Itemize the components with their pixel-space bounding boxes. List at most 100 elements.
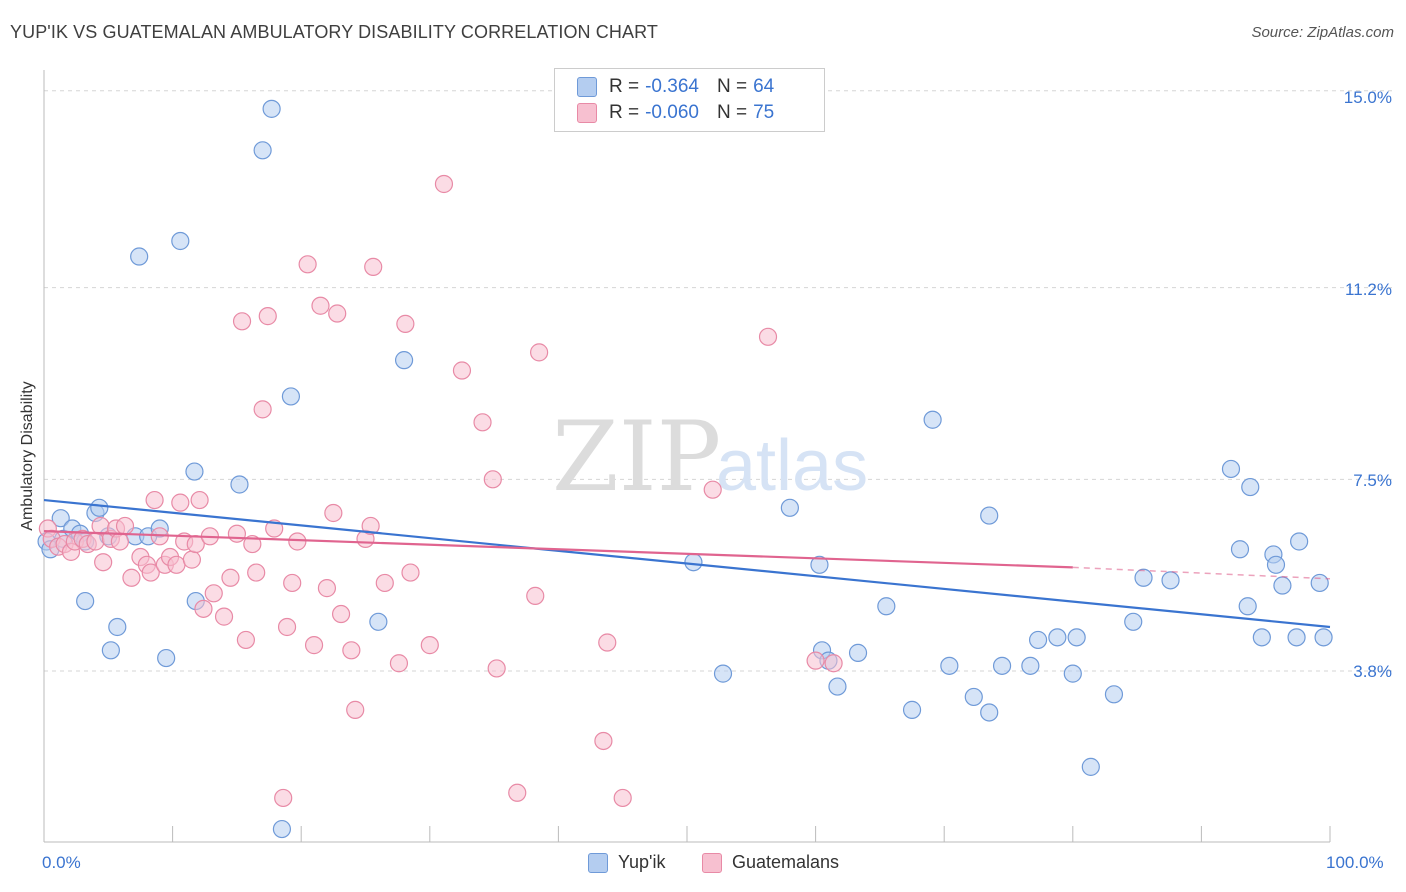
yupik-point xyxy=(394,351,414,370)
guatemalans-point xyxy=(311,296,330,315)
y-tick-label: 11.2% xyxy=(1345,280,1392,299)
y-tick-label: 7.5% xyxy=(1353,471,1392,490)
yupik-point xyxy=(369,612,388,631)
yupik-point xyxy=(1238,597,1257,616)
legend-r-value: -0.060 xyxy=(645,102,699,123)
guatemalans-point xyxy=(342,641,361,660)
guatemalans-point xyxy=(487,659,506,678)
guatemalans-point xyxy=(434,174,454,194)
yupik-point xyxy=(108,617,127,637)
yupik-point xyxy=(1028,630,1048,650)
y-tick-label: 15.0% xyxy=(1343,88,1392,107)
guatemalans-point xyxy=(483,470,502,489)
yupik-point xyxy=(877,597,896,616)
guatemalans-point xyxy=(304,636,324,655)
yupik-point xyxy=(1124,612,1143,631)
yupik-point xyxy=(1067,628,1086,647)
yupik-point xyxy=(923,410,942,429)
yupik-point xyxy=(940,656,959,675)
yupik-swatch xyxy=(588,852,608,873)
yupik-point xyxy=(1230,540,1250,559)
yupik-trend-line xyxy=(43,498,1331,629)
guatemalans-point xyxy=(613,788,632,808)
x-tick-label-min: 0.0% xyxy=(42,853,81,872)
yupik-point xyxy=(1273,576,1292,595)
guatemalans-point xyxy=(145,490,164,510)
guatemalans-point xyxy=(396,314,415,333)
guatemalans-swatch xyxy=(577,103,597,123)
guatemalans-point xyxy=(346,700,365,719)
guatemalans-trend-extension xyxy=(1072,566,1331,580)
guatemalans-point xyxy=(283,573,302,593)
guatemalans-point xyxy=(328,304,347,323)
guatemalans-point xyxy=(317,579,337,598)
yupik-point xyxy=(828,677,847,696)
guatemalans-point xyxy=(243,534,262,554)
legend-n-value: 64 xyxy=(753,76,775,97)
guatemalans-point xyxy=(171,493,190,512)
guatemalans-point xyxy=(141,563,160,582)
guatemalans-point xyxy=(758,327,778,346)
bottom-legend-yupik: Yup'ik xyxy=(588,852,665,873)
yupik-point xyxy=(848,643,868,662)
yupik-point xyxy=(1161,571,1180,590)
yupik-point xyxy=(76,591,95,611)
guatemalans-point xyxy=(190,490,209,510)
yupik-point xyxy=(780,498,799,517)
guatemalans-point xyxy=(236,630,256,650)
legend-n-label: N = xyxy=(716,76,748,97)
guatemalans-point xyxy=(530,343,549,362)
legend-r-label: R = xyxy=(609,76,640,97)
guatemalans-point xyxy=(110,532,129,551)
yupik-point xyxy=(1221,459,1241,479)
yupik-point xyxy=(1310,573,1329,593)
yupik-point xyxy=(902,700,922,719)
legend-r-value: -0.364 xyxy=(645,76,699,97)
guatemalans-point xyxy=(227,524,246,543)
legend-row-guatemalans: R = -0.060 N = 75 xyxy=(577,101,774,125)
guatemalans-point xyxy=(258,307,277,326)
yupik-point xyxy=(810,555,829,574)
yupik-point xyxy=(130,247,149,266)
yupik-point xyxy=(101,641,120,660)
bottom-legend-guatemalans-label: Guatemalans xyxy=(732,852,840,872)
guatemalans-point xyxy=(86,532,105,551)
guatemalans-point xyxy=(247,563,266,582)
guatemalans-point xyxy=(232,312,252,331)
yupik-point xyxy=(1063,664,1082,683)
yupik-point xyxy=(262,99,281,118)
watermark-atlas: atlas xyxy=(716,426,868,506)
guatemalans-swatch xyxy=(702,852,722,873)
guatemalans-trend-line xyxy=(43,530,1073,569)
yupik-point xyxy=(171,231,190,251)
yupik-point xyxy=(713,664,733,683)
guatemalans-point xyxy=(420,636,439,655)
yupik-point xyxy=(1104,685,1124,704)
guatemalans-point xyxy=(167,555,186,574)
legend-row-yupik: R = -0.364 N = 64 xyxy=(577,75,774,99)
guatemalans-point xyxy=(452,361,472,380)
yupik-point xyxy=(684,553,703,572)
yupik-swatch xyxy=(577,77,597,97)
yupik-point xyxy=(90,498,109,517)
chart-title: YUP'IK VS GUATEMALAN AMBULATORY DISABILI… xyxy=(10,22,658,42)
guatemalans-point xyxy=(526,586,545,605)
guatemalans-point xyxy=(361,516,380,536)
guatemalans-point xyxy=(194,599,213,618)
yupik-point xyxy=(992,656,1012,675)
guatemalans-point xyxy=(375,573,394,593)
guatemalans-point xyxy=(182,550,201,569)
guatemalans-point xyxy=(824,654,843,673)
source-label: Source: ZipAtlas.com xyxy=(1251,24,1394,41)
yupik-point xyxy=(1241,477,1260,497)
legend-r-label: R = xyxy=(609,102,640,123)
guatemalans-point xyxy=(204,584,223,603)
bottom-legend-yupik-label: Yup'ik xyxy=(618,852,666,872)
guatemalans-point xyxy=(703,480,722,499)
yupik-point xyxy=(1021,656,1040,675)
guatemalans-point xyxy=(473,413,492,432)
y-tick-label: 3.8% xyxy=(1353,662,1392,681)
guatemalans-point xyxy=(288,532,307,551)
yupik-point xyxy=(980,703,999,722)
